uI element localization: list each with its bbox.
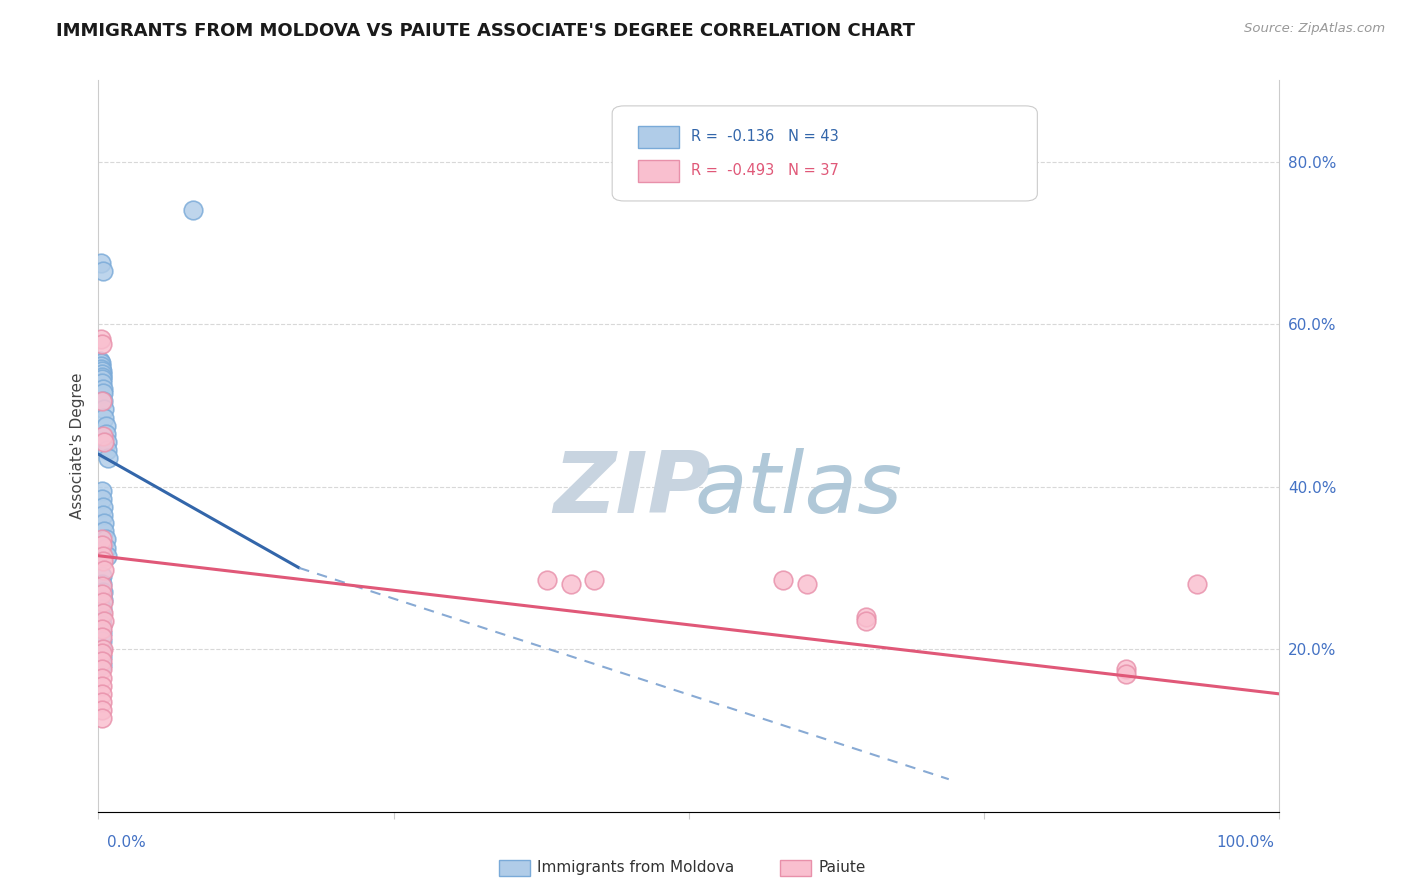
Point bbox=[94, 541, 117, 555]
FancyBboxPatch shape bbox=[612, 106, 1038, 201]
Point bbox=[1115, 663, 1137, 677]
Point bbox=[855, 614, 877, 628]
Point bbox=[91, 679, 114, 693]
Point bbox=[91, 711, 114, 725]
Bar bbox=[638, 126, 679, 147]
Point bbox=[536, 573, 558, 587]
Point bbox=[91, 538, 114, 552]
Point bbox=[91, 642, 114, 657]
Point bbox=[93, 614, 115, 628]
Point bbox=[91, 650, 114, 665]
Point bbox=[91, 654, 114, 668]
Point bbox=[91, 337, 114, 351]
Point bbox=[91, 394, 114, 409]
Point bbox=[97, 451, 120, 466]
Point bbox=[91, 642, 114, 657]
Point bbox=[91, 663, 114, 677]
Point bbox=[91, 491, 114, 506]
Point bbox=[96, 434, 118, 449]
Point bbox=[772, 573, 794, 587]
Text: atlas: atlas bbox=[695, 449, 903, 532]
Point bbox=[91, 622, 114, 636]
Point bbox=[91, 569, 114, 583]
Point bbox=[91, 601, 114, 615]
Point bbox=[91, 533, 114, 547]
Point bbox=[91, 617, 114, 632]
Point bbox=[93, 516, 115, 531]
Point bbox=[91, 609, 114, 624]
Point bbox=[91, 376, 114, 390]
Point bbox=[91, 687, 114, 701]
Point bbox=[91, 364, 114, 378]
Point bbox=[94, 426, 117, 441]
Point bbox=[91, 508, 114, 522]
Point bbox=[91, 658, 114, 673]
Point bbox=[93, 434, 115, 449]
Point bbox=[91, 382, 114, 396]
Point bbox=[90, 332, 112, 346]
Text: Immigrants from Moldova: Immigrants from Moldova bbox=[537, 861, 734, 875]
Point bbox=[181, 203, 204, 218]
Text: R =  -0.493   N = 37: R = -0.493 N = 37 bbox=[692, 163, 839, 178]
Point bbox=[90, 361, 112, 376]
Point bbox=[91, 372, 114, 386]
Point bbox=[93, 410, 115, 425]
Point bbox=[91, 630, 114, 644]
Point bbox=[91, 595, 114, 609]
Point bbox=[1185, 577, 1208, 591]
Point bbox=[796, 577, 818, 591]
Point bbox=[91, 671, 114, 685]
Point bbox=[93, 402, 115, 417]
Point bbox=[91, 370, 114, 384]
Point bbox=[90, 256, 112, 270]
Point bbox=[91, 579, 114, 593]
Y-axis label: Associate's Degree: Associate's Degree bbox=[69, 373, 84, 519]
Text: R =  -0.136   N = 43: R = -0.136 N = 43 bbox=[692, 129, 839, 145]
Point bbox=[91, 554, 114, 568]
Point bbox=[93, 524, 115, 539]
Point bbox=[560, 577, 582, 591]
Point bbox=[91, 429, 114, 443]
Point bbox=[91, 703, 114, 717]
Point bbox=[91, 577, 114, 591]
Point bbox=[91, 593, 114, 607]
Text: IMMIGRANTS FROM MOLDOVA VS PAIUTE ASSOCIATE'S DEGREE CORRELATION CHART: IMMIGRANTS FROM MOLDOVA VS PAIUTE ASSOCI… bbox=[56, 22, 915, 40]
Text: Paiute: Paiute bbox=[818, 861, 866, 875]
Point bbox=[96, 549, 118, 563]
Bar bbox=[638, 160, 679, 182]
Point bbox=[855, 609, 877, 624]
Point bbox=[96, 443, 118, 458]
Point bbox=[94, 418, 117, 433]
Point bbox=[91, 587, 114, 601]
Text: Source: ZipAtlas.com: Source: ZipAtlas.com bbox=[1244, 22, 1385, 36]
Point bbox=[94, 533, 117, 547]
Point bbox=[90, 359, 112, 374]
Point bbox=[1115, 666, 1137, 681]
Point bbox=[91, 646, 114, 660]
Point bbox=[91, 264, 114, 278]
Point bbox=[91, 386, 114, 401]
Text: ZIP: ZIP bbox=[553, 449, 711, 532]
Point bbox=[91, 394, 114, 409]
Point bbox=[91, 695, 114, 709]
Text: 0.0%: 0.0% bbox=[107, 836, 146, 850]
Text: 100.0%: 100.0% bbox=[1216, 836, 1274, 850]
Point bbox=[90, 356, 112, 370]
Point bbox=[91, 626, 114, 640]
Point bbox=[91, 606, 114, 620]
Point bbox=[91, 634, 114, 648]
Point bbox=[91, 500, 114, 514]
Point bbox=[91, 483, 114, 498]
Point bbox=[93, 562, 115, 576]
Point bbox=[89, 353, 111, 368]
Point bbox=[91, 549, 114, 563]
Point bbox=[583, 573, 606, 587]
Point bbox=[91, 368, 114, 382]
Point bbox=[91, 585, 114, 599]
